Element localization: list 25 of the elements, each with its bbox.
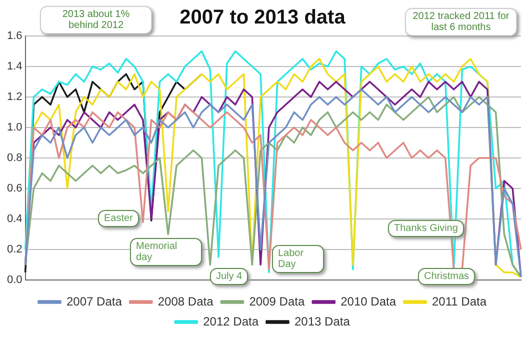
y-tick-label: 1.4 <box>6 60 22 73</box>
y-tick-label: 1.6 <box>6 30 22 42</box>
legend-label: 2008 Data <box>158 294 214 308</box>
annotation: Thanks Giving <box>388 220 464 237</box>
annotation: July 4 <box>210 268 248 285</box>
legend-label: 2007 Data <box>66 294 122 308</box>
text: 2012 tracked 2011 for last 6 months <box>405 8 517 36</box>
annotation: Memorial day <box>130 238 202 266</box>
y-tick-label: 1.0 <box>6 122 22 134</box>
y-tick-label: 0.0 <box>6 274 22 286</box>
text: 2013 about 1% behind 2012 <box>40 6 152 34</box>
y-tick-label: 0.4 <box>6 213 22 226</box>
annotation: Easter <box>98 210 139 227</box>
legend-label: 2013 Data <box>294 314 350 328</box>
y-tick-label: 0.2 <box>6 244 22 256</box>
y-tick-label: 0.6 <box>6 182 22 195</box>
legend-label: 2010 Data <box>340 294 396 308</box>
annotation: Christmas <box>418 268 476 285</box>
chart-title: 2007 to 2013 data <box>180 6 346 29</box>
legend-label: 2011 Data <box>432 294 487 308</box>
legend-label: 2009 Data <box>249 294 305 308</box>
legend-label: 2012 Data <box>203 314 259 328</box>
y-tick-label: 1.2 <box>6 91 22 104</box>
annotation: Labor Day <box>272 245 324 273</box>
y-tick-label: 0.8 <box>6 152 22 164</box>
